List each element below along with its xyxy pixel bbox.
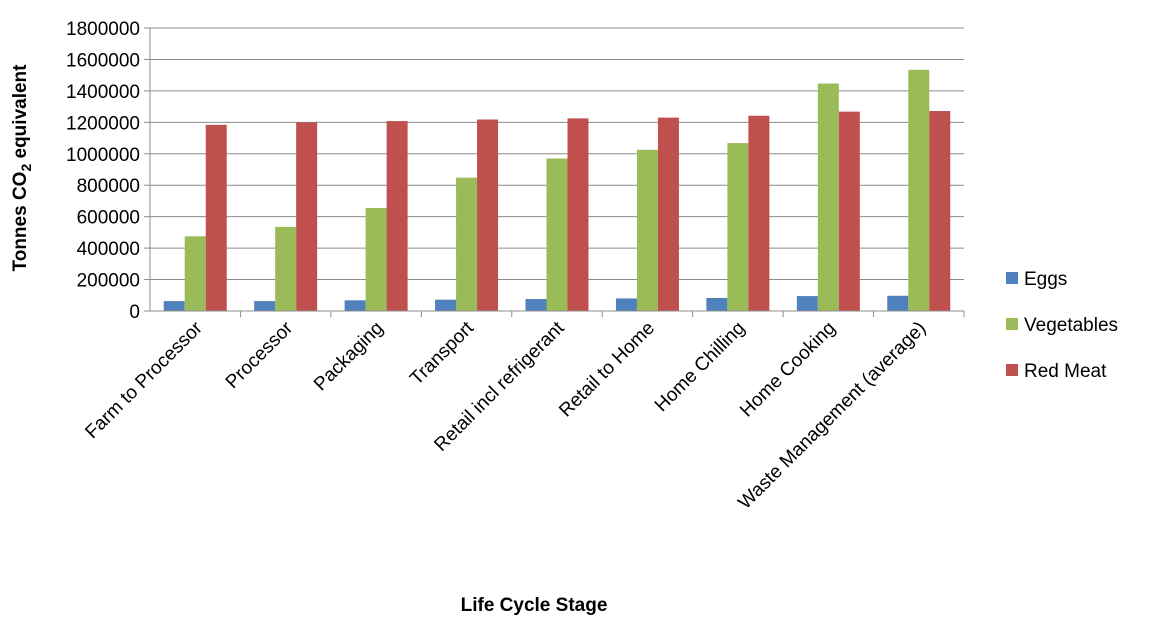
bars: [163, 69, 951, 312]
bar-eggs: [706, 297, 728, 311]
y-axis-title: Tonnes CO2 equivalent: [10, 64, 34, 272]
y-tick-label: 1000000: [66, 145, 140, 166]
bar-vegetables: [275, 226, 297, 311]
bar-red-meat: [386, 121, 408, 311]
bar-vegetables: [456, 177, 478, 311]
bar-eggs: [796, 296, 818, 311]
x-tick-label: Packaging: [310, 318, 388, 396]
legend: Eggs Vegetables Red Meat: [1006, 269, 1118, 382]
bar-eggs: [163, 301, 185, 311]
legend-swatch: [1006, 318, 1018, 330]
x-tick-label: Home Chilling: [651, 318, 749, 416]
x-tick-label: Farm to Processor: [81, 317, 207, 443]
legend-swatch: [1006, 364, 1018, 376]
x-axis-title: Life Cycle Stage: [461, 595, 608, 616]
y-tick-label: 1600000: [66, 50, 140, 71]
bar-vegetables: [727, 143, 749, 311]
legend-label: Red Meat: [1024, 361, 1107, 382]
legend-label: Vegetables: [1024, 315, 1118, 336]
bar-vegetables: [636, 149, 658, 311]
bar-red-meat: [477, 119, 499, 312]
y-tick-label: 800000: [77, 176, 140, 197]
bar-red-meat: [929, 111, 951, 311]
legend-label: Eggs: [1024, 269, 1067, 290]
bar-eggs: [525, 299, 547, 311]
bar-red-meat: [838, 111, 860, 312]
y-tick-label: 400000: [77, 239, 140, 260]
legend-swatch: [1006, 272, 1018, 284]
y-tick-label: 0: [129, 302, 140, 323]
x-tick-label: Home Cooking: [736, 318, 840, 422]
x-tick-label: Retail to Home: [555, 318, 659, 422]
bar-red-meat: [567, 118, 589, 312]
bar-red-meat: [296, 122, 318, 311]
y-tick-label: 1800000: [66, 19, 140, 40]
bar-vegetables: [817, 83, 839, 311]
axes: [144, 27, 965, 317]
bar-red-meat: [748, 115, 770, 311]
bar-vegetables: [546, 158, 568, 311]
x-tick-label: Waste Management (average): [734, 318, 930, 514]
y-tick-label: 1200000: [66, 113, 140, 134]
x-tick-labels: Farm to Processor Processor Packaging Trans…: [81, 317, 930, 513]
bar-eggs: [344, 300, 366, 311]
y-tick-label: 200000: [77, 271, 140, 292]
bar-vegetables: [184, 236, 206, 311]
x-tick-label: Processor: [222, 317, 298, 393]
bar-eggs: [435, 299, 457, 311]
x-tick-label: Transport: [406, 317, 478, 389]
y-tick-label: 1400000: [66, 82, 140, 103]
bar-red-meat: [205, 124, 227, 311]
bar-eggs: [615, 298, 637, 311]
y-tick-label: 600000: [77, 208, 140, 229]
bar-eggs: [887, 295, 909, 311]
y-tick-labels: 0 200000 400000 600000 800000 1000000 1200000 1…: [66, 19, 140, 323]
bar-red-meat: [657, 117, 679, 311]
bar-vegetables: [365, 208, 387, 311]
bar-vegetables: [908, 69, 930, 312]
bar-eggs: [254, 301, 276, 311]
